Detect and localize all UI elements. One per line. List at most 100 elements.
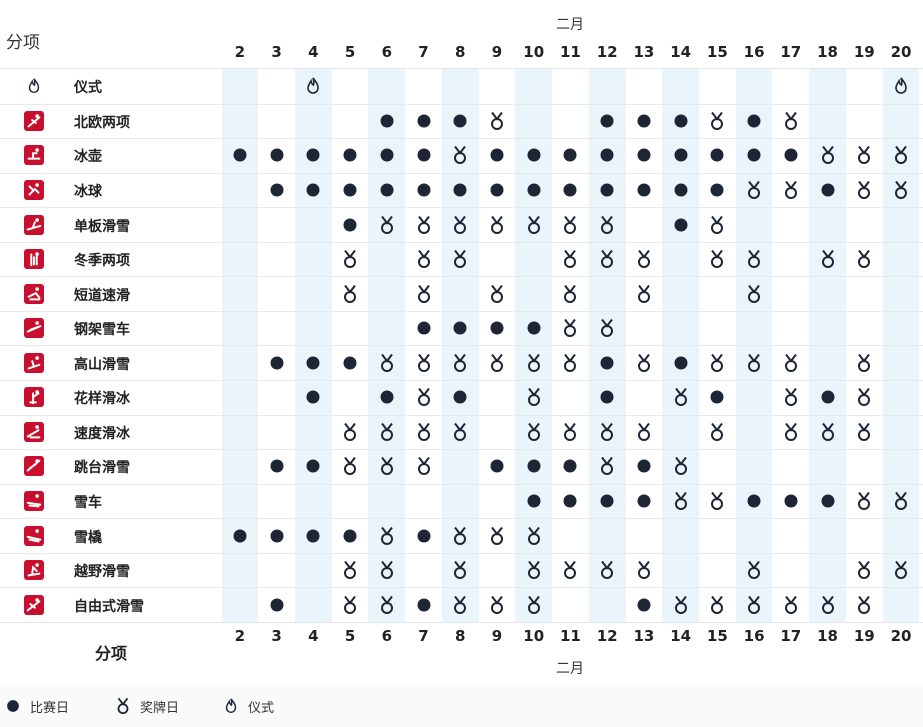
day-header: 10 (523, 43, 545, 61)
sport-label: 速度滑冰 (74, 425, 130, 442)
competition-dot-icon (563, 148, 577, 162)
medal-icon (454, 215, 467, 234)
alpine-skiing-icon-glyph (27, 356, 41, 370)
medal-icon (895, 180, 907, 199)
flame-icon (225, 698, 237, 714)
day-header: 5 (344, 43, 356, 61)
medal-icon (858, 422, 871, 441)
competition-dot-icon (306, 390, 320, 404)
day-footer: 5 (344, 627, 356, 645)
day-header: 16 (743, 43, 765, 61)
footer-discipline-title: 分项 (95, 644, 128, 663)
freestyle-skiing-icon (24, 594, 44, 615)
medal-icon (117, 697, 129, 715)
ice-hockey-icon (24, 179, 44, 200)
medal-icon (748, 180, 761, 199)
curling-icon-glyph (27, 148, 41, 160)
day-header: 14 (670, 43, 692, 61)
sport-label: 越野滑雪 (74, 564, 130, 581)
sport-label: 短道速滑 (74, 287, 130, 304)
biathlon-icon (24, 249, 44, 270)
day-footer: 13 (633, 627, 655, 645)
short-track-icon-glyph (27, 286, 41, 301)
medal-icon (895, 560, 907, 580)
header-discipline-title: 分项 (6, 33, 40, 53)
sport-label: 单板滑雪 (74, 218, 130, 235)
competition-dot-icon (306, 529, 320, 543)
row-divider (0, 103, 923, 105)
day-header: 8 (455, 43, 466, 61)
competition-dot-icon (674, 114, 688, 128)
competition-dot-icon (600, 114, 614, 128)
competition-dot-icon (417, 529, 430, 543)
medal-icon (637, 249, 650, 269)
day-header: 18 (817, 43, 838, 61)
day-header: 13 (633, 43, 655, 61)
medal-icon (748, 284, 761, 303)
medal-icon (674, 491, 687, 510)
medal-icon (564, 284, 577, 303)
medal-icon (784, 388, 797, 407)
medal-icon (564, 422, 577, 441)
snowboard-icon (24, 214, 44, 235)
medal-icon (601, 319, 614, 338)
competition-dot-icon (270, 459, 284, 473)
medal-icon (527, 215, 540, 234)
day-footer: 15 (706, 627, 728, 645)
medal-icon (344, 560, 357, 580)
competition-dot-icon (637, 114, 651, 128)
sport-label: 钢架雪车 (74, 322, 130, 339)
competition-dot-icon (490, 459, 504, 473)
medal-icon (601, 249, 614, 269)
day-footer: 19 (853, 627, 875, 645)
competition-dot-icon (674, 183, 688, 197)
footer-month-label: 二月 (556, 661, 584, 677)
competition-dot-icon (747, 114, 761, 128)
medal-icon (711, 595, 724, 614)
competition-dot-icon (270, 529, 284, 543)
medal-icon (858, 491, 871, 510)
cross-country-icon (24, 560, 44, 581)
medal-icon (454, 146, 467, 165)
row-divider (0, 552, 923, 554)
medal-icon (417, 249, 430, 269)
medal-icon (417, 422, 430, 441)
flame-icon (28, 78, 40, 94)
legend-medal: 奖牌日 (114, 696, 179, 716)
medal-icon (380, 457, 393, 476)
curling-icon (24, 145, 44, 166)
competition-dot-icon (453, 390, 467, 404)
legend-medal-label: 奖牌日 (140, 700, 180, 716)
ski-jumping-icon-glyph (26, 459, 41, 472)
sport-label: 仪式 (74, 80, 102, 97)
row-divider (0, 380, 923, 382)
medal-icon (564, 560, 577, 580)
competition-dot-icon (600, 494, 614, 508)
competition-dot-icon (453, 321, 467, 335)
sport-label: 冬季两项 (74, 253, 130, 270)
medal-icon (637, 422, 650, 441)
medal-icon (380, 595, 393, 614)
medal-icon (821, 422, 834, 441)
medal-icon (674, 457, 687, 476)
day-footer: 7 (418, 627, 429, 645)
legend-band (0, 686, 923, 727)
competition-dot-icon (637, 598, 651, 612)
competition-dot-icon (490, 183, 504, 197)
sport-label: 冰壶 (74, 149, 102, 166)
competition-dot-icon (821, 183, 835, 197)
competition-dot-icon (674, 218, 688, 232)
medal-icon (858, 595, 871, 614)
day-footer: 14 (670, 627, 692, 645)
day-footer: 6 (381, 627, 392, 645)
day-footer: 18 (817, 627, 838, 645)
medal-icon (344, 284, 357, 303)
competition-dot-icon (784, 494, 798, 508)
medal-icon (454, 422, 467, 441)
day-header: 12 (596, 43, 618, 61)
medal-icon (380, 215, 393, 234)
competition-dot-icon (343, 183, 357, 197)
medal-icon (821, 249, 834, 269)
competition-dot-icon (674, 148, 688, 162)
sport-label: 自由式滑雪 (74, 598, 144, 615)
